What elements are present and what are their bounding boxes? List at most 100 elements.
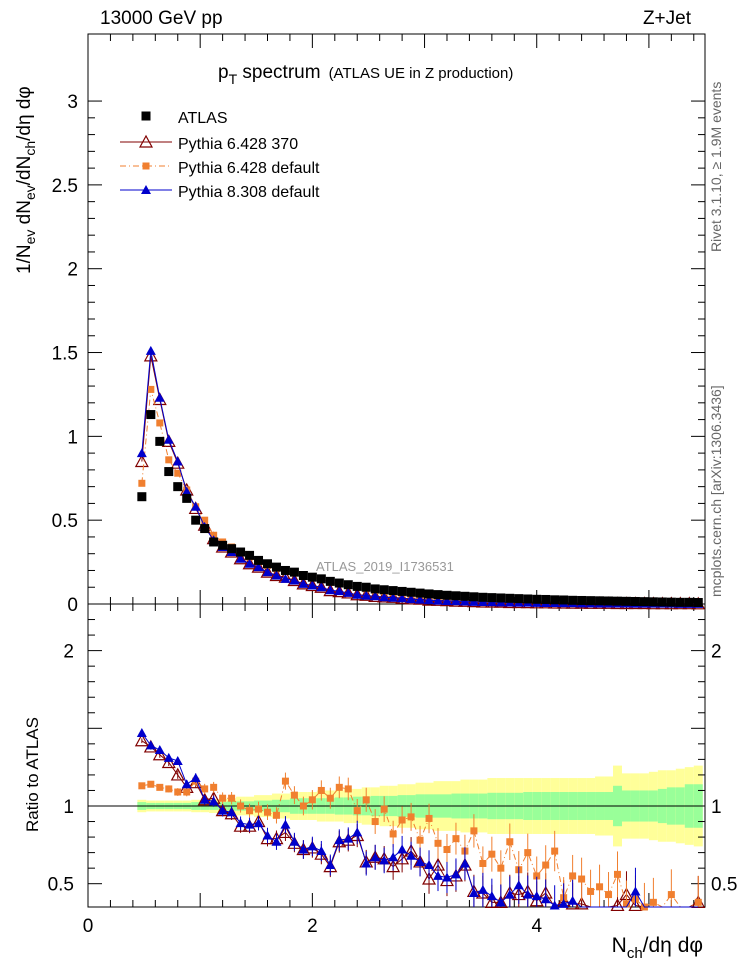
ratio-point	[371, 818, 379, 826]
ratio-point	[161, 755, 176, 769]
mc-point	[298, 578, 309, 588]
ratio-point	[208, 796, 219, 806]
ratio-point	[154, 745, 165, 755]
data-point	[298, 571, 308, 580]
data-point	[146, 410, 156, 420]
ratio-point	[255, 805, 263, 813]
ratio-point	[441, 872, 452, 882]
ratio-point	[596, 883, 604, 891]
ratio-point	[459, 858, 470, 868]
data-point	[693, 597, 703, 607]
mc-point	[325, 585, 336, 595]
data-point	[442, 590, 452, 600]
ratio-point	[290, 791, 298, 799]
mc-point	[271, 570, 282, 580]
data-point	[424, 589, 434, 599]
data-point	[200, 524, 210, 534]
ratio-point	[488, 850, 496, 858]
y-tick-label: 3	[67, 92, 78, 113]
mc-point	[468, 596, 479, 606]
mc-point	[136, 448, 147, 458]
legend-label: ATLAS	[178, 110, 228, 127]
mc-point	[251, 559, 266, 573]
ratio-point	[237, 802, 245, 810]
mc-point	[406, 594, 417, 604]
x-tick-label: 0	[83, 916, 94, 937]
ratio-point	[433, 870, 444, 880]
mc-point	[181, 486, 192, 496]
data-point	[316, 574, 326, 584]
mc-point	[145, 345, 156, 355]
ratio-y-tick-label-right: 0.5	[711, 875, 737, 896]
mc-point	[379, 592, 390, 602]
ratio-point	[226, 807, 237, 817]
mc-point	[280, 573, 291, 583]
ratio-point	[335, 783, 343, 791]
data-point	[648, 597, 658, 607]
ratio-point	[308, 796, 316, 804]
mc-point	[269, 568, 284, 582]
ratio-point	[278, 825, 293, 839]
x-tick-label: 2	[307, 916, 318, 937]
ratio-point	[477, 884, 488, 894]
mc-point	[388, 592, 399, 602]
ratio-point	[569, 872, 577, 880]
ratio-point	[558, 898, 569, 908]
ratio-point	[316, 846, 327, 856]
mc-point	[343, 587, 354, 597]
mc-point	[289, 575, 300, 585]
ratio-point	[253, 818, 264, 828]
ratio-point	[262, 830, 273, 840]
ratio-point	[479, 859, 487, 867]
ratio-point	[574, 896, 589, 910]
legend-label: Pythia 6.428 370	[178, 136, 298, 153]
data-point	[559, 595, 569, 605]
legend-label: Pythia 6.428 default	[178, 160, 320, 177]
ratio-y-axis-label: Ratio to ATLAS	[23, 717, 42, 832]
ratio-point	[389, 830, 397, 838]
data-point	[236, 547, 246, 557]
process-label: Z+Jet	[642, 8, 691, 29]
mc-point	[163, 434, 174, 444]
data-point	[218, 540, 228, 550]
ratio-point	[540, 894, 551, 904]
ratio-point	[272, 811, 280, 819]
data-point	[397, 586, 407, 596]
ratio-point	[406, 850, 417, 860]
ratio-point	[362, 796, 370, 804]
mc-point	[397, 593, 408, 603]
mc-point	[370, 591, 381, 601]
ratio-point	[386, 859, 401, 873]
data-point	[675, 597, 685, 607]
ratio-point	[513, 880, 524, 890]
legend-marker	[141, 111, 151, 121]
data-point	[289, 567, 299, 577]
ratio-point	[298, 844, 309, 854]
mc-point	[147, 385, 155, 393]
data-point	[307, 572, 317, 582]
mc-point	[415, 594, 426, 604]
mc-point	[143, 348, 158, 362]
data-point	[532, 594, 542, 604]
ratio-point	[263, 808, 271, 816]
ratio-point	[422, 871, 437, 885]
mc-point	[352, 589, 363, 599]
y-tick-label: 1	[67, 427, 78, 448]
mc-point	[359, 588, 374, 601]
data-point	[280, 565, 290, 575]
data-point	[388, 586, 398, 596]
ratio-point	[493, 895, 508, 908]
ratio-point	[415, 856, 426, 866]
ratio-point	[524, 849, 532, 857]
mc-point	[433, 595, 444, 605]
data-point	[460, 591, 470, 601]
ratio-point	[299, 802, 307, 810]
data-point	[550, 595, 560, 605]
data-point	[137, 492, 147, 502]
data-point	[684, 597, 694, 607]
data-point	[451, 591, 461, 601]
ratio-point	[506, 838, 514, 846]
energy-label: 13000 GeV pp	[100, 8, 223, 29]
ratio-point	[201, 785, 209, 793]
